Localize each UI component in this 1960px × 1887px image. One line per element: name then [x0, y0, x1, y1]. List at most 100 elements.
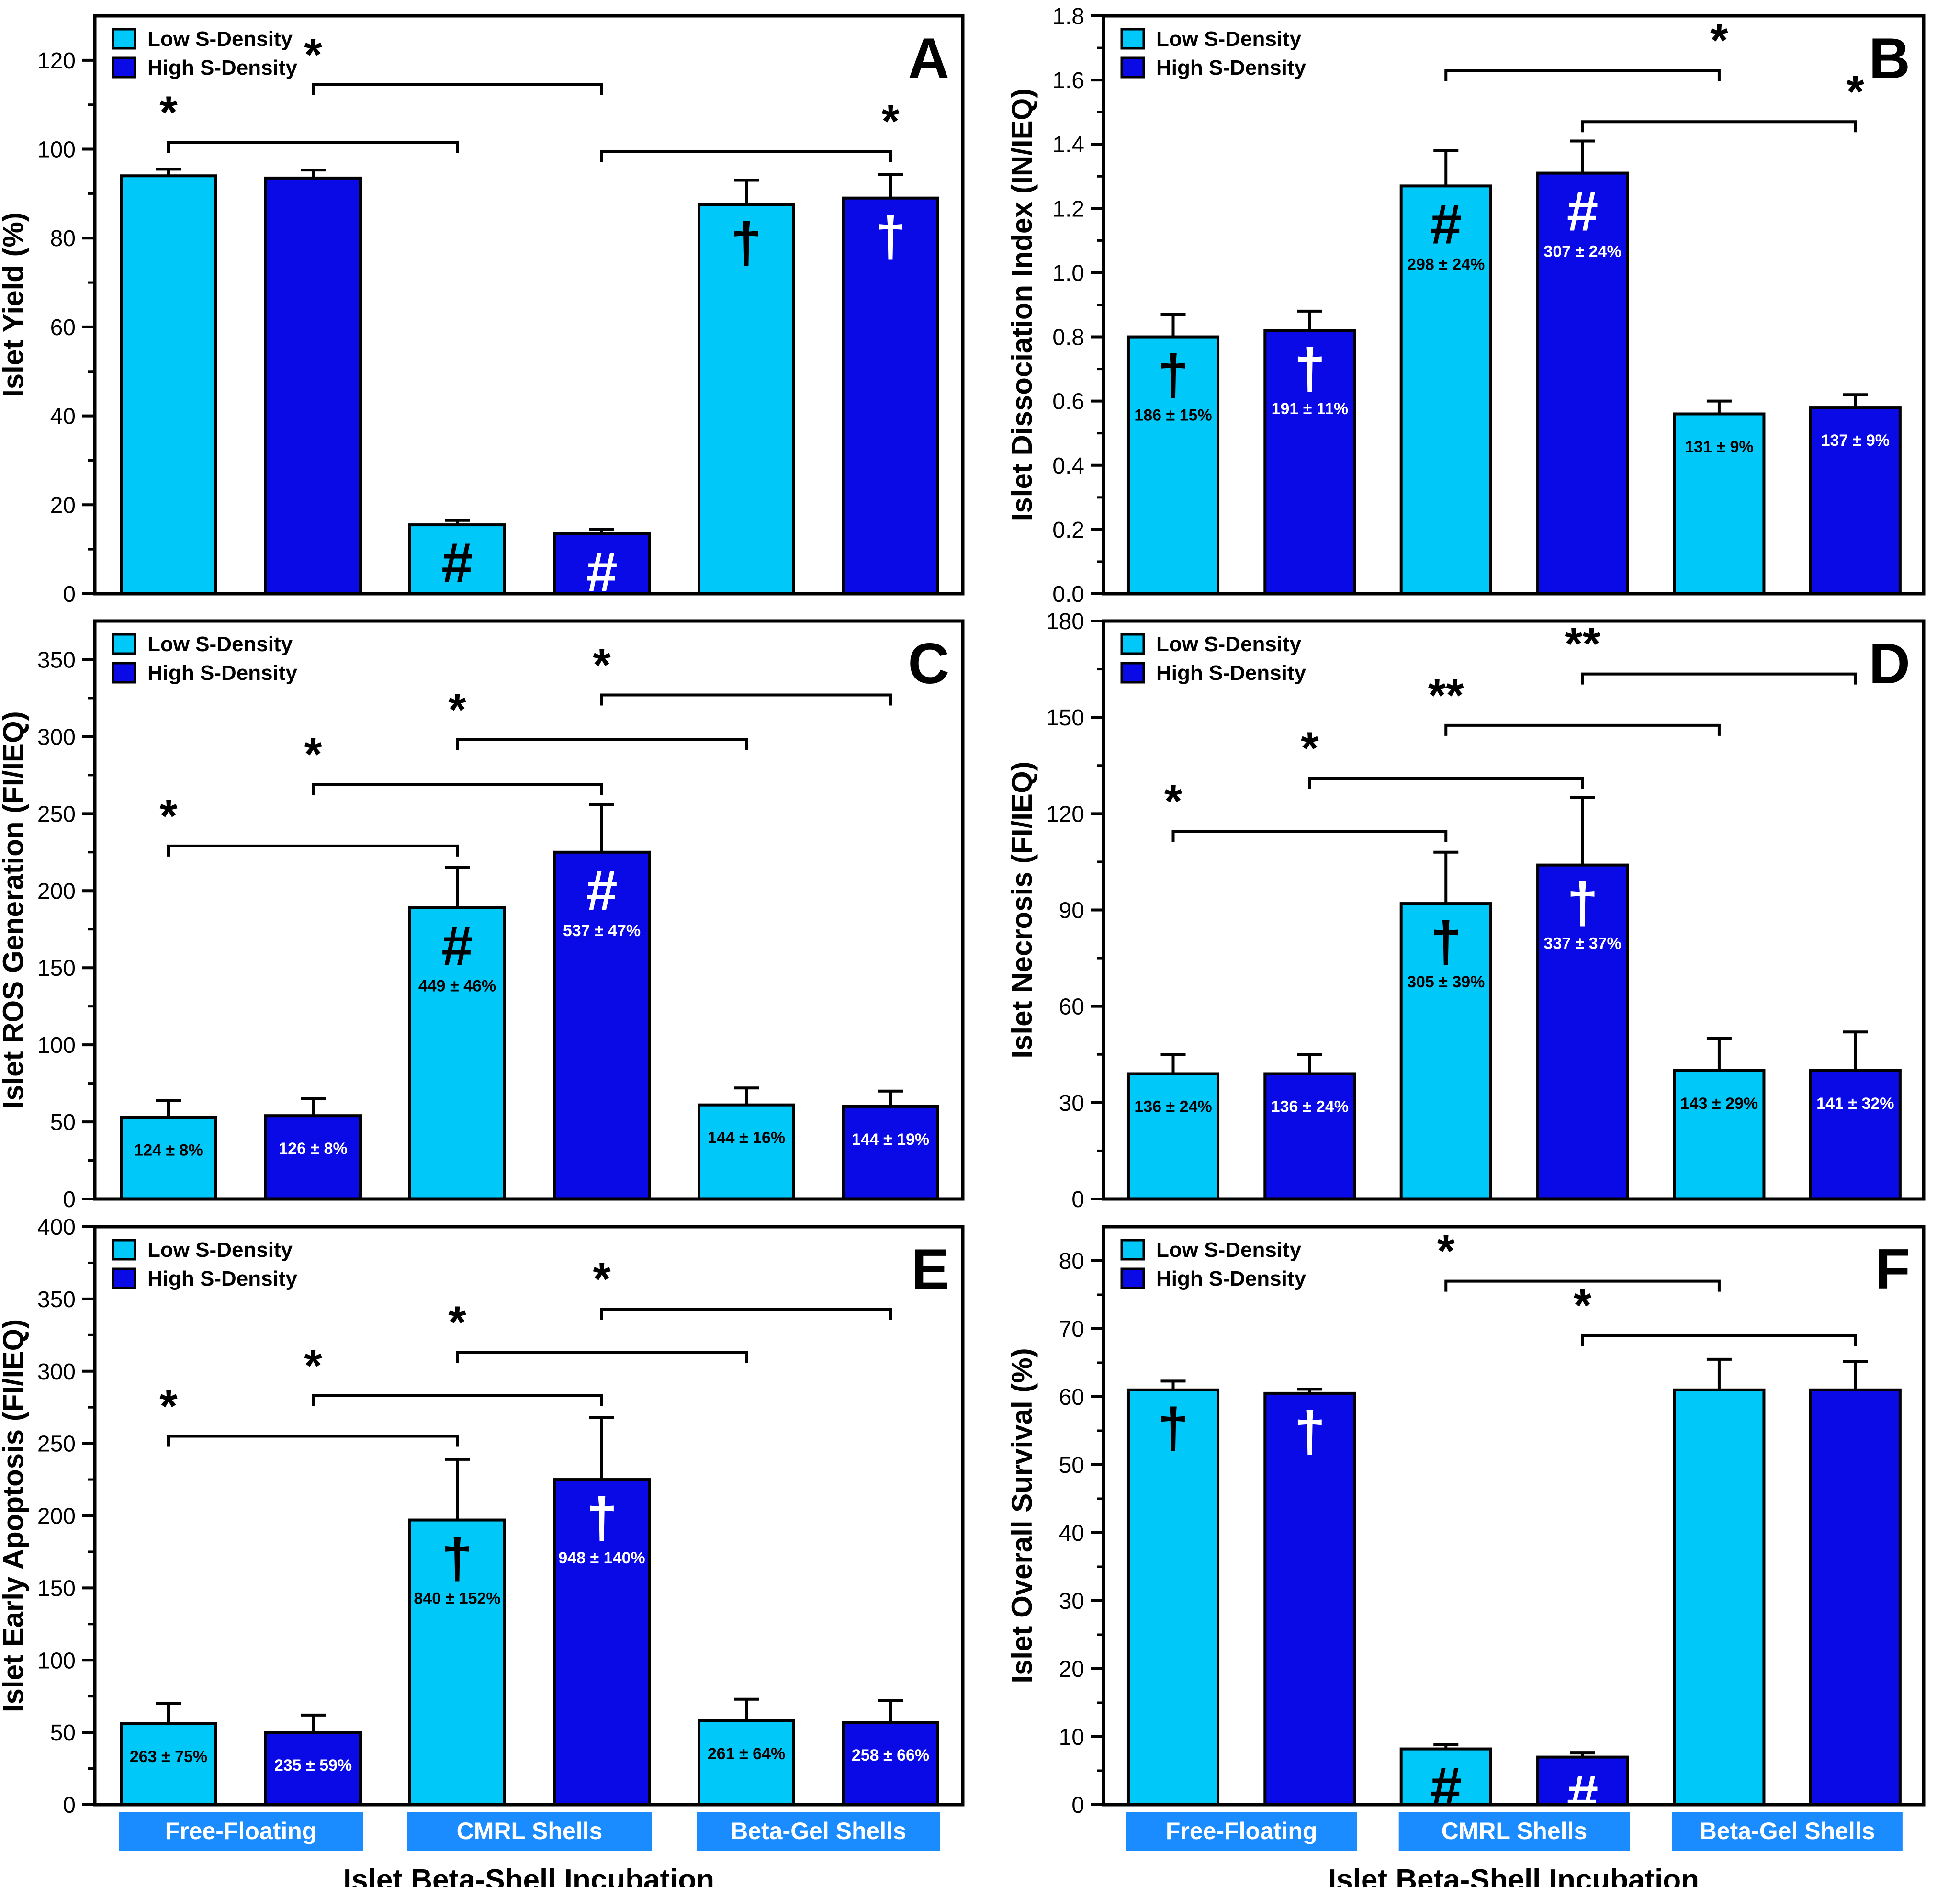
bar-percent: 186 ± 15% — [1134, 407, 1212, 425]
bar-marker: # — [586, 859, 618, 922]
y-tick-label: 120 — [1046, 802, 1084, 827]
bar-percent: 136 ± 24% — [1134, 1097, 1212, 1116]
bar — [120, 1722, 217, 1807]
bar — [408, 523, 506, 596]
bar — [1809, 1069, 1902, 1201]
bar-percent: 144 ± 16% — [708, 1129, 785, 1147]
bar-percent: 298 ± 24% — [1407, 255, 1485, 273]
y-tick-label: 10 — [1059, 1725, 1084, 1750]
bar — [408, 906, 506, 1200]
bar — [1126, 335, 1220, 595]
bar — [1536, 863, 1629, 1200]
bar — [1536, 171, 1629, 596]
significance-bracket — [1581, 120, 1857, 133]
panel-letter: F — [1875, 1237, 1910, 1301]
y-tick-label: 40 — [1059, 1521, 1084, 1546]
bar-marker: # — [441, 915, 473, 978]
bar-marker: † — [586, 1486, 618, 1549]
x-group-label: Beta-Gel Shells — [1700, 1818, 1875, 1844]
bar — [842, 196, 939, 595]
bar — [264, 176, 362, 595]
bar — [408, 1518, 506, 1806]
bar-percent: 136 ± 24% — [1271, 1097, 1349, 1116]
bar — [1126, 1388, 1220, 1807]
y-tick-label: 40 — [50, 404, 76, 429]
significance-bracket — [1308, 777, 1584, 789]
significance-bracket — [1444, 723, 1721, 736]
x-group-box — [1672, 1812, 1903, 1851]
bar — [1399, 1747, 1492, 1807]
significance-star: * — [1437, 1226, 1455, 1277]
legend-label-high: High S-Density — [147, 1267, 297, 1290]
bar-percent: 137 ± 9% — [1821, 431, 1890, 450]
y-tick-label: 50 — [1059, 1453, 1084, 1478]
legend-swatch-low — [1120, 28, 1145, 50]
legend-label-low: Low S-Density — [147, 1238, 293, 1262]
y-axis-label: Islet Yield (%) — [0, 212, 29, 397]
bar-marker: † — [441, 1527, 473, 1590]
plot-frame — [93, 619, 965, 1201]
y-tick-label: 20 — [50, 493, 76, 518]
bar — [1809, 406, 1902, 595]
significance-star: ** — [1428, 670, 1464, 721]
bar — [553, 1478, 651, 1806]
significance-star: * — [1710, 15, 1728, 66]
significance-bracket — [1581, 672, 1857, 685]
x-group-box — [1398, 1812, 1630, 1851]
legend-label-low: Low S-Density — [147, 27, 293, 51]
bar-percent: 305 ± 39% — [1407, 973, 1485, 991]
significance-bracket — [312, 1394, 603, 1407]
bar — [1536, 1755, 1629, 1807]
y-tick-label: 0 — [1071, 1187, 1084, 1212]
y-tick-label: 250 — [37, 1432, 76, 1457]
y-tick-label: 60 — [1059, 1385, 1084, 1410]
legend-swatch-high — [112, 1267, 136, 1289]
x-group-box — [119, 1812, 363, 1851]
bar-percent: 263 ± 75% — [130, 1748, 207, 1766]
significance-star: * — [448, 1297, 466, 1348]
significance-bracket — [167, 1435, 459, 1447]
y-tick-label: 0 — [63, 582, 76, 607]
y-tick-label: 90 — [1059, 898, 1084, 924]
bar-percent: 537 ± 47% — [563, 922, 641, 940]
significance-bracket — [312, 83, 603, 95]
bar — [1399, 902, 1492, 1200]
panel-letter: A — [908, 26, 949, 90]
x-axis-title: Islet Beta-Shell Incubation — [1328, 1864, 1699, 1887]
bar — [553, 850, 651, 1201]
panel-e: 0 50 100 150 200 250 300 350 400 Islet Early Apop… — [0, 1215, 965, 1818]
plot-frame — [1102, 14, 1926, 596]
y-tick-label: 0.2 — [1052, 518, 1084, 543]
legend-swatch-low — [1120, 1239, 1145, 1261]
y-axis-label: Islet Necrosis (FI/IEQ) — [1006, 761, 1038, 1058]
legend-label-high: High S-Density — [1156, 56, 1306, 79]
y-tick-label: 120 — [37, 48, 76, 74]
bar-marker: † — [1158, 1397, 1189, 1460]
legend-swatch-high — [1120, 662, 1145, 684]
significance-star: * — [159, 87, 178, 138]
bar-percent: 144 ± 19% — [852, 1130, 929, 1149]
significance-star: * — [448, 684, 466, 735]
y-tick-label: 150 — [37, 1576, 76, 1601]
y-tick-label: 250 — [37, 802, 76, 827]
plot-frame — [93, 1225, 965, 1807]
significance-star: * — [304, 29, 322, 80]
legend-swatch-low — [112, 28, 136, 50]
y-tick-label: 60 — [50, 315, 76, 340]
y-tick-label: 50 — [50, 1110, 76, 1135]
bar-percent: 948 ± 140% — [558, 1549, 645, 1567]
x-axis-title: Islet Beta-Shell Incubation — [343, 1864, 714, 1887]
y-tick-label: 300 — [37, 724, 76, 750]
bar-marker: # — [1430, 192, 1462, 256]
bar — [842, 1105, 939, 1200]
y-tick-label: 0 — [1071, 1793, 1084, 1818]
bar-marker: # — [1430, 1756, 1462, 1819]
panel-f: 0 10 20 30 40 50 60 70 80 Islet Overall Survival … — [1006, 1225, 1926, 1827]
y-tick-label: 80 — [50, 226, 76, 251]
bar-percent: 143 ± 29% — [1680, 1095, 1758, 1113]
bar-percent: 131 ± 9% — [1685, 438, 1753, 456]
legend-swatch-high — [1120, 56, 1145, 79]
x-group-box — [697, 1812, 940, 1851]
